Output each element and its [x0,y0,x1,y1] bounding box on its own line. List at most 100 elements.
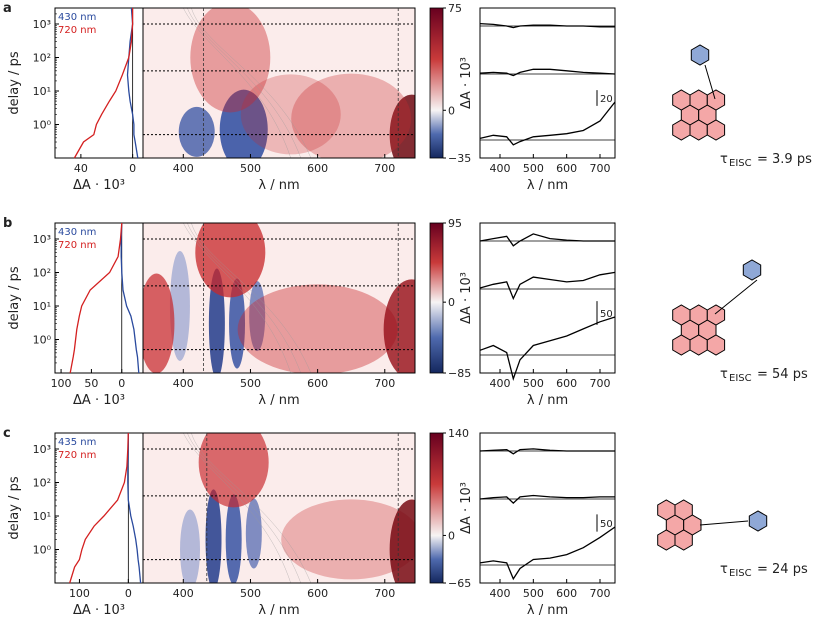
panel-label: c [3,426,11,441]
x-tick-label: 600 [307,162,328,175]
spectrum-trace [479,316,616,382]
ring [706,119,726,141]
y-tick-label: 10² [33,476,51,489]
heatmap-region [389,499,415,583]
spectrum-trace [479,448,615,455]
spectra-axes [479,432,616,584]
ring [674,499,693,521]
y-tick-label: 10⁰ [33,333,52,346]
kinetics-axes [54,222,144,374]
spectra-xlabel: λ / nm [527,603,568,618]
kinetics-xlabel: ΔA · 10³ [73,178,125,193]
heatmap-frame [142,432,416,584]
spectra-x-tick-label: 600 [556,587,577,600]
contour-line [191,223,312,373]
ring [672,334,691,356]
kinetics-tick-label: 40 [74,162,88,175]
spectrum-trace [479,68,616,77]
contour-line [187,433,302,583]
spectra-x-tick-label: 700 [590,162,611,175]
colorbar [429,432,444,584]
kinetics-tick-label: 0 [118,377,125,390]
spectra-x-tick-label: 400 [490,377,511,390]
tau-symbol: τ [720,152,728,167]
heatmap-region [205,489,222,583]
scale-bar-label: 50 [600,309,613,320]
contour-line [187,8,302,158]
contour-line [191,433,312,583]
tau-subscript: EISC [729,568,752,579]
ring [690,44,710,66]
kinetic-legend-entry: 435 nm [58,437,96,448]
ring [706,334,726,356]
x-tick-label: 700 [374,162,395,175]
colorbar [429,222,444,374]
y-tick-label: 10² [33,266,51,279]
spectrum-trace [479,101,616,146]
y-tick-label: 10² [33,51,51,64]
heatmap-region [195,223,266,298]
kinetic-legend-entry: 720 nm [58,25,96,36]
spectra-x-tick-label: 700 [590,587,611,600]
x-tick-label: 700 [374,587,395,600]
kinetics-xlabel: ΔA · 10³ [73,393,125,408]
kinetics-tick-label: 50 [84,377,98,390]
y-tick-label: 10⁰ [33,118,52,131]
heatmap-region [180,509,201,583]
spectra-x-tick-label: 600 [556,377,577,390]
colorbar-label: ΔA · 10³ [459,57,474,109]
colorbar-tick-label: 95 [448,217,462,230]
heatmap-area [143,433,415,583]
heatmap-area [143,8,415,158]
contour-line [191,8,312,158]
heatmap-region [169,250,190,361]
heatmap-region [245,498,262,569]
kinetic-legend-entry: 720 nm [58,450,96,461]
colorbar-tick-label: 0 [448,529,455,542]
spectra-x-tick-label: 400 [490,162,511,175]
x-tick-label: 400 [173,587,194,600]
contour-line [183,223,291,373]
x-tick-label: 700 [374,377,395,390]
kinetic-legend-entry: 430 nm [58,12,96,23]
heatmap-region [219,89,268,158]
kinetics-tick-label: 0 [125,587,132,600]
kinetics-xlabel: ΔA · 10³ [73,603,125,618]
x-tick-label: 400 [173,162,194,175]
x-tick-label: 600 [307,377,328,390]
kinetics-tick-label: 100 [51,377,72,390]
ring [689,304,708,326]
spectra-x-tick-label: 700 [590,377,611,390]
heatmap-region [249,281,266,352]
heatmap-region [225,494,242,583]
panel-label: a [3,1,12,16]
tau-value: = 24 ps [757,562,808,577]
heatmap-frame [142,7,416,159]
spectrum-trace [479,526,616,581]
y-tick-label: 10¹ [33,300,51,313]
heatmap-region [178,106,215,157]
colorbar-tick-label: 75 [448,2,462,15]
ring [657,499,676,521]
heatmap-region [281,499,415,580]
tau-subscript: EISC [729,373,752,384]
contour-line [187,223,302,373]
ring [672,119,691,141]
kinetic-trace-720-nm [73,8,134,159]
ring [748,510,768,532]
y-tick-label: 10¹ [33,85,51,98]
contour-line [183,433,291,583]
heatmap-region [198,433,269,508]
kinetic-trace-430-nm [120,222,140,374]
panel-label: b [3,216,12,231]
colorbar [429,7,444,159]
tau-value: = 3.9 ps [757,152,812,167]
contour-line [183,8,291,158]
heatmap-region [389,94,415,158]
heatmap-region [143,273,175,373]
heatmap-region [240,74,341,155]
spectra-x-tick-label: 500 [523,162,544,175]
colorbar-tick-label: 0 [448,296,455,309]
